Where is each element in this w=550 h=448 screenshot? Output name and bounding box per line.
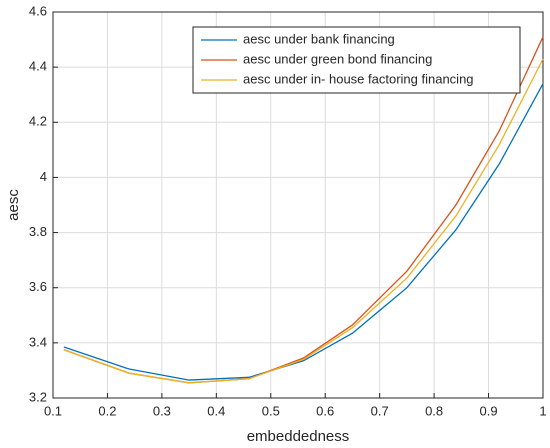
- legend-box: [192, 26, 521, 94]
- x-tick-label: 0.5: [262, 403, 280, 418]
- x-tick-label: 0.1: [44, 403, 62, 418]
- x-tick-label: 0.7: [371, 403, 389, 418]
- y-tick-label: 4.2: [29, 114, 47, 129]
- x-tick-label: 0.6: [316, 403, 334, 418]
- legend-label: aesc under in- house factoring financing: [243, 71, 474, 86]
- x-tick-label: 0.4: [207, 403, 225, 418]
- y-axis-label: aesc: [5, 189, 22, 221]
- legend-label: aesc under green bond financing: [243, 51, 432, 66]
- x-tick-label: 0.9: [480, 403, 498, 418]
- x-tick-label: 0.3: [153, 403, 171, 418]
- y-tick-label: 4.4: [29, 59, 47, 74]
- x-tick-label: 1: [539, 403, 546, 418]
- x-axis-label: embeddedness: [247, 428, 350, 445]
- series-line: [63, 58, 544, 384]
- y-tick-label: 3.2: [29, 389, 47, 404]
- y-tick-label: 4.6: [29, 3, 47, 18]
- series-line: [63, 83, 544, 381]
- legend-label: aesc under bank financing: [243, 31, 395, 46]
- plot-frame: [52, 11, 544, 399]
- x-tick-label: 0.8: [425, 403, 443, 418]
- x-tick-label: 0.2: [98, 403, 116, 418]
- y-tick-label: 4: [40, 169, 47, 184]
- y-tick-label: 3.6: [29, 279, 47, 294]
- y-tick-label: 3.8: [29, 224, 47, 239]
- y-tick-label: 3.4: [29, 334, 47, 349]
